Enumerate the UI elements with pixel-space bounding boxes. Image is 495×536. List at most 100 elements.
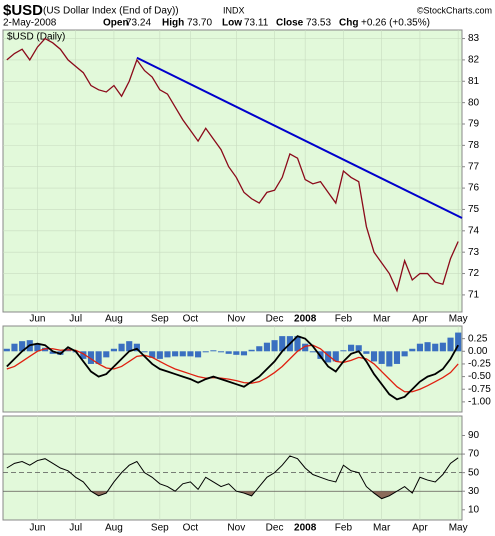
histogram-bar: [172, 351, 179, 357]
histogram-bar: [225, 351, 232, 354]
source: ©StockCharts.com: [417, 5, 492, 15]
histogram-bar: [256, 346, 263, 352]
y-tick-label: 90: [468, 430, 480, 441]
date: 2-May-2008: [3, 18, 57, 29]
histogram-bar: [133, 343, 140, 352]
x-tick-label: Aug: [105, 314, 123, 325]
y-tick-label: 73: [468, 247, 480, 258]
y-tick-label: 79: [468, 119, 480, 130]
histogram-bar: [49, 351, 56, 354]
histogram-bar: [370, 351, 378, 362]
x-tick-label: 2008: [294, 314, 317, 325]
histogram-bar: [355, 345, 362, 352]
y-tick-label: -0.75: [468, 384, 491, 395]
histogram-bar: [34, 343, 41, 352]
histogram-bar: [378, 351, 385, 364]
histogram-bar: [164, 351, 171, 358]
y-tick-label: 0.25: [468, 333, 488, 344]
y-tick-label: 76: [468, 183, 480, 194]
y-tick-label: 74: [468, 225, 480, 236]
y-tick-label: -1.00: [468, 397, 491, 408]
x-tick-label: Jul: [69, 523, 82, 534]
x-tick-label: Nov: [227, 314, 245, 325]
histogram-bar: [363, 351, 370, 354]
histogram-bar: [11, 343, 18, 352]
histogram-bar: [210, 350, 217, 352]
x-tick-label: Jun: [29, 523, 45, 534]
histogram-bar: [19, 341, 26, 352]
stat-value: 73.11: [244, 18, 269, 29]
stat-value: 73.70: [187, 18, 212, 29]
histogram-bar: [156, 351, 163, 359]
stat-value: +0.26 (+0.35%): [361, 18, 430, 29]
x-tick-label: Nov: [227, 523, 245, 534]
histogram-bar: [87, 351, 95, 364]
panel: [2, 415, 463, 521]
histogram-bar: [103, 351, 110, 358]
symbol: $USD: [3, 2, 43, 19]
histogram-bar: [416, 343, 423, 352]
y-tick-label: 10: [468, 504, 480, 515]
exchange: INDX: [223, 5, 245, 15]
y-tick-label: -0.50: [468, 371, 491, 382]
x-tick-label: Dec: [266, 314, 284, 325]
histogram-bar: [42, 347, 49, 352]
histogram-bar: [439, 342, 446, 352]
stat-label: Close: [276, 18, 304, 29]
y-tick-label: 75: [468, 204, 480, 215]
y-tick-label: 50: [468, 467, 480, 478]
histogram-bar: [141, 351, 148, 353]
y-tick-label: 82: [468, 55, 480, 66]
histogram-bar: [332, 351, 339, 362]
y-tick-label: 83: [468, 33, 480, 44]
stat-value: 73.53: [306, 18, 331, 29]
histogram-bar: [424, 342, 431, 352]
histogram-bar: [447, 337, 454, 352]
y-tick-label: 80: [468, 97, 480, 108]
price-line: [6, 37, 459, 293]
histogram-bar: [401, 351, 408, 357]
histogram-bar: [80, 351, 87, 359]
y-tick-label: 70: [468, 449, 480, 460]
histogram-bar: [202, 351, 209, 353]
x-tick-label: Oct: [183, 314, 199, 325]
histogram-bar: [386, 351, 393, 367]
x-tick-label: Apr: [412, 523, 428, 534]
stat-label: Open: [103, 18, 129, 29]
histogram-bar: [118, 343, 125, 352]
y-tick-label: 71: [468, 290, 480, 301]
histogram-bar: [110, 348, 117, 352]
histogram-bar: [279, 336, 286, 352]
y-tick-label: -0.25: [468, 359, 491, 370]
histogram-bar: [95, 351, 102, 364]
y-tick-label: 0.00: [468, 346, 488, 357]
stat-value: 73.24: [126, 18, 151, 29]
y-tick-label: 30: [468, 486, 480, 497]
histogram-bar: [248, 349, 255, 352]
histogram-bar: [3, 348, 10, 352]
x-tick-label: Aug: [105, 523, 123, 534]
stat-label: Chg: [339, 18, 358, 29]
histogram-bar: [263, 342, 270, 352]
x-tick-label: Sep: [151, 523, 169, 534]
stat-label: High: [162, 18, 184, 29]
histogram-bar: [432, 343, 439, 352]
y-tick-label: 78: [468, 140, 480, 151]
y-tick-label: 77: [468, 161, 480, 172]
x-tick-label: Feb: [335, 523, 353, 534]
histogram-bar: [149, 351, 156, 358]
x-tick-label: Sep: [151, 314, 169, 325]
histogram-bar: [179, 351, 186, 357]
x-tick-label: Mar: [373, 314, 391, 325]
macd-line: [6, 335, 459, 401]
x-tick-label: May: [449, 314, 468, 325]
y-tick-label: 72: [468, 268, 480, 279]
histogram-bar: [455, 332, 462, 352]
y-tick-label: 81: [468, 76, 480, 87]
x-tick-label: Oct: [183, 523, 199, 534]
x-tick-label: Jun: [29, 314, 45, 325]
x-tick-label: Apr: [412, 314, 428, 325]
legend: $USD (Daily): [7, 32, 65, 43]
histogram-bar: [217, 351, 225, 353]
